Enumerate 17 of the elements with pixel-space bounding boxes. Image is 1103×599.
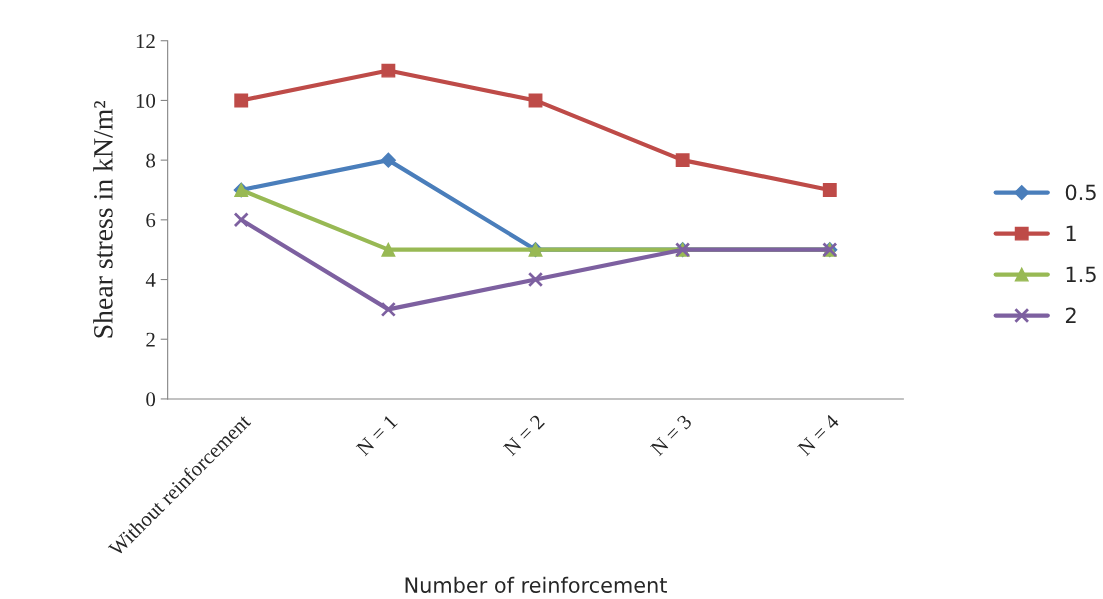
legend-label: 1 [1066,225,1076,241]
legend-label: 0.5 [1065,184,1096,201]
x-tick-label: N = 2 [502,414,545,457]
x-tick-label: N = 1 [355,414,398,457]
legend-label: 1.5 [1066,266,1096,283]
x-tick-label: N = 3 [649,413,693,457]
y-axis-title: Shear stress in kN/m² [93,100,113,338]
x-tick-label: N = 4 [797,413,840,457]
y-tick-label: 2 [146,332,155,347]
y-tick-label: 8 [146,153,156,168]
y-tick-label: 6 [146,213,156,228]
y-tick-label: 4 [145,273,156,287]
y-tick-label: 0 [146,392,156,407]
y-tick-label: 10 [136,93,156,108]
legend-label: 2 [1065,307,1076,323]
x-axis-title: Number of reinforcement [405,576,667,593]
y-tick-label: 12 [136,34,155,48]
